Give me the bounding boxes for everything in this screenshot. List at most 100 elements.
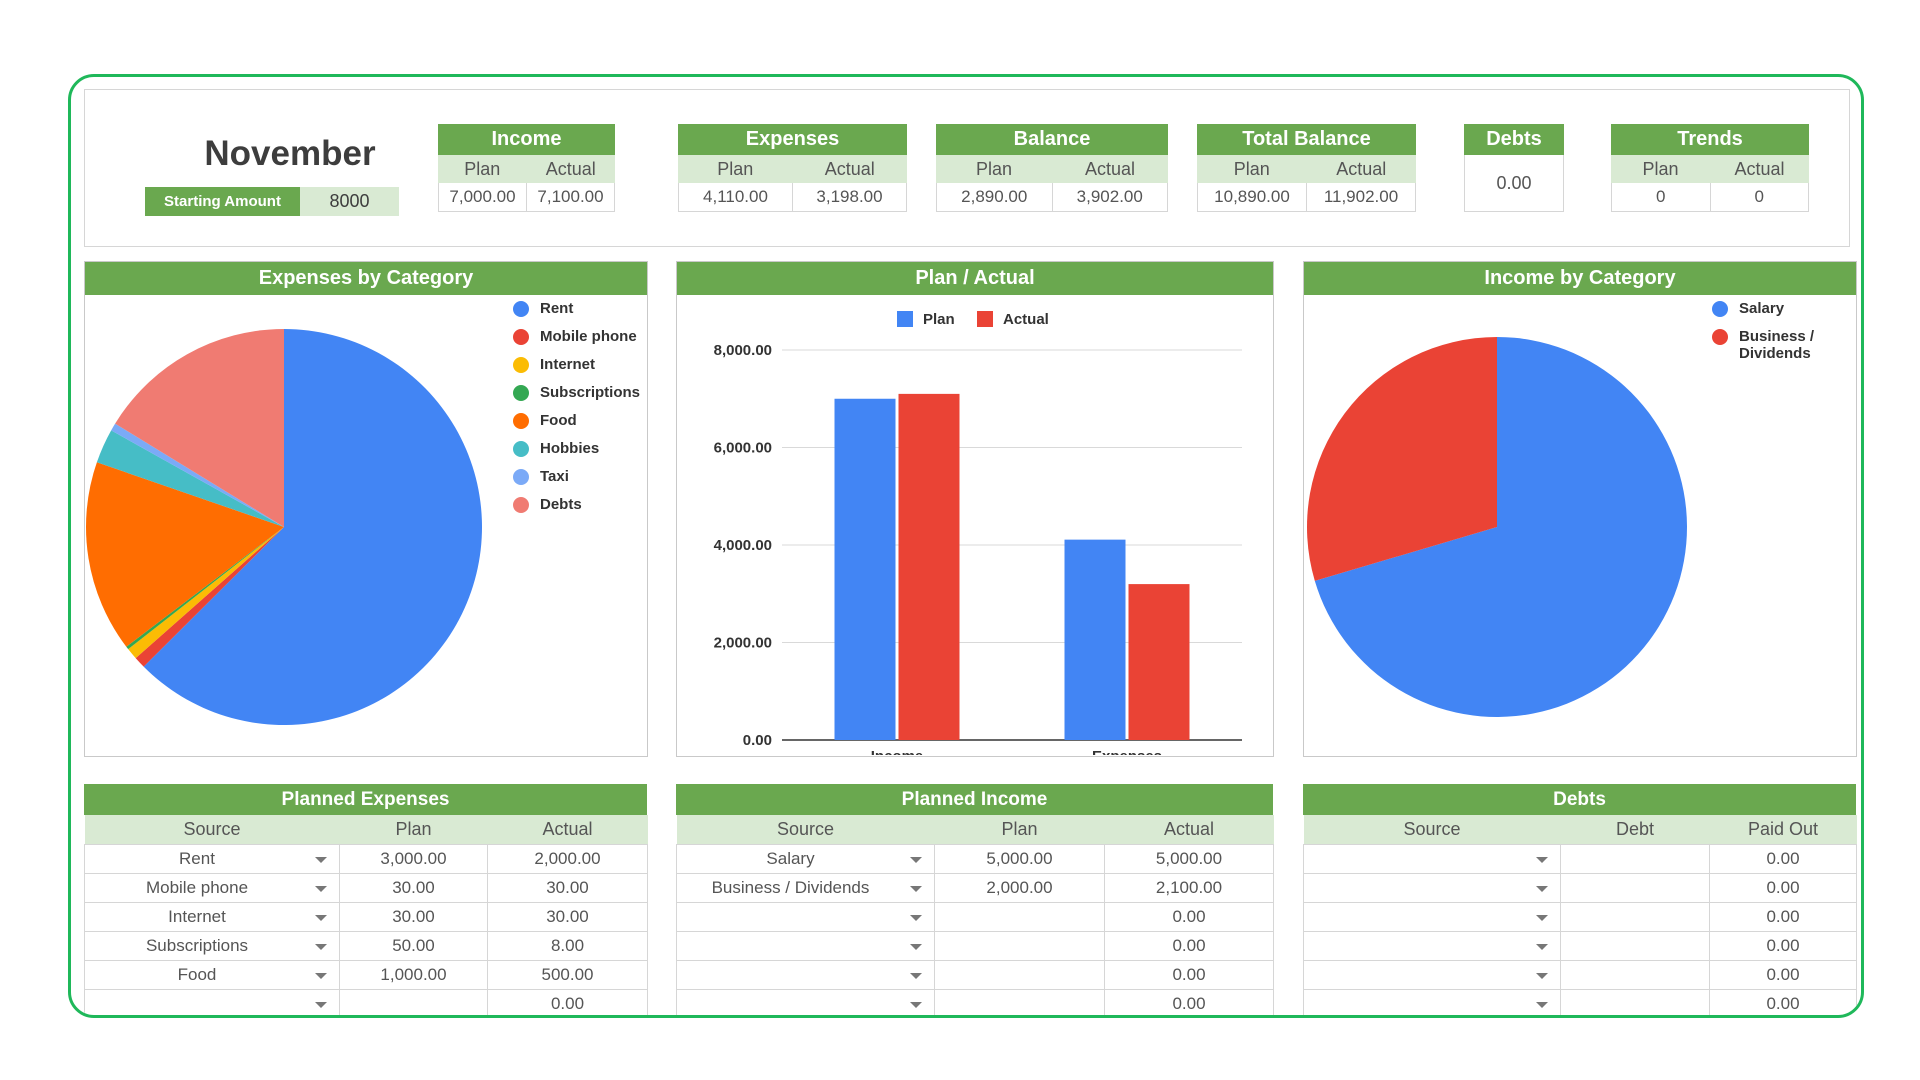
source-dropdown[interactable] [676,902,935,932]
actual-cell[interactable]: 0.00 [1709,902,1857,932]
chevron-down-icon[interactable] [1536,886,1548,892]
plan-cell[interactable] [339,989,488,1015]
source-dropdown[interactable] [1303,873,1561,903]
expenses-legend: Rent Mobile phone Internet Subscriptions Foo… [513,300,640,524]
total-balance-actual-label: Actual [1336,159,1387,179]
actual-cell[interactable]: 0.00 [1709,844,1857,874]
source-dropdown[interactable]: Salary [676,844,935,874]
legend-swatch [513,413,529,429]
plan-cell[interactable] [1560,989,1710,1015]
source-dropdown[interactable]: Food [84,960,340,990]
total-balance-actual-value[interactable]: 11,902.00 [1306,183,1415,211]
plan-cell[interactable]: 1,000.00 [339,960,488,990]
y-tick-label: 6,000.00 [714,440,772,457]
actual-cell[interactable]: 30.00 [487,902,648,932]
plan-cell[interactable] [934,960,1105,990]
chevron-down-icon[interactable] [910,973,922,979]
income-plan-value[interactable]: 7,000.00 [449,187,516,206]
legend-item: Taxi [513,468,640,485]
source-dropdown[interactable]: Subscriptions [84,931,340,961]
plan-cell[interactable]: 3,000.00 [339,844,488,874]
source-dropdown[interactable] [1303,960,1561,990]
chevron-down-icon[interactable] [910,857,922,863]
actual-cell[interactable]: 0.00 [1104,931,1274,961]
chevron-down-icon[interactable] [315,886,327,892]
actual-cell[interactable]: 2,000.00 [487,844,648,874]
plan-cell[interactable]: 5,000.00 [934,844,1105,874]
balance-actual-value[interactable]: 3,902.00 [1051,183,1168,211]
plan-cell[interactable] [1560,873,1710,903]
chevron-down-icon[interactable] [910,1002,922,1008]
trends-actual-value[interactable]: 0 [1709,183,1809,211]
source-dropdown[interactable]: Rent [84,844,340,874]
chevron-down-icon[interactable] [1536,1002,1548,1008]
source-dropdown[interactable]: Mobile phone [84,873,340,903]
expenses-actual-value[interactable]: 3,198.00 [792,183,906,211]
actual-cell[interactable]: 0.00 [1709,989,1857,1015]
legend-swatch [513,441,529,457]
source-dropdown[interactable] [676,960,935,990]
source-dropdown[interactable] [1303,844,1561,874]
chevron-down-icon[interactable] [1536,973,1548,979]
total-balance-plan-label: Plan [1233,159,1270,179]
table-row: Rent 3,000.00 2,000.00 [84,844,648,874]
source-dropdown[interactable]: Business / Dividends [676,873,935,903]
chevron-down-icon[interactable] [315,944,327,950]
plan-cell[interactable]: 2,000.00 [934,873,1105,903]
x-tick-label: Income [871,748,924,755]
actual-cell[interactable]: 0.00 [1709,960,1857,990]
legend-swatch [513,357,529,373]
chevron-down-icon[interactable] [910,944,922,950]
actual-cell[interactable]: 0.00 [1104,989,1274,1015]
actual-cell[interactable]: 8.00 [487,931,648,961]
table-row: 0.00 [1303,902,1857,932]
chevron-down-icon[interactable] [315,915,327,921]
actual-cell[interactable]: 2,100.00 [1104,873,1274,903]
source-dropdown[interactable] [676,989,935,1015]
chevron-down-icon[interactable] [910,886,922,892]
actual-cell[interactable]: 30.00 [487,873,648,903]
chevron-down-icon[interactable] [315,973,327,979]
chevron-down-icon[interactable] [1536,944,1548,950]
trends-plan-value[interactable]: 0 [1656,187,1666,206]
plan-cell[interactable] [1560,844,1710,874]
source-dropdown[interactable] [84,989,340,1015]
actual-cell[interactable]: 5,000.00 [1104,844,1274,874]
chevron-down-icon[interactable] [1536,915,1548,921]
actual-cell[interactable]: 0.00 [1709,931,1857,961]
starting-amount-value[interactable]: 8000 [300,187,399,216]
chevron-down-icon[interactable] [910,915,922,921]
chevron-down-icon[interactable] [315,1002,327,1008]
income-actual-value[interactable]: 7,100.00 [526,183,614,211]
source-dropdown[interactable] [676,931,935,961]
balance-summary: Balance Plan Actual 2,890.00 3,902.00 [936,124,1168,212]
table-row: 0.00 [676,989,1274,1015]
actual-cell[interactable]: 0.00 [1104,902,1274,932]
plan-cell[interactable] [934,931,1105,961]
plan-cell[interactable] [1560,931,1710,961]
source-dropdown[interactable] [1303,902,1561,932]
source-dropdown[interactable] [1303,989,1561,1015]
legend-label: Taxi [540,468,569,485]
plan-cell[interactable] [934,989,1105,1015]
actual-cell[interactable]: 0.00 [1104,960,1274,990]
chevron-down-icon[interactable] [1536,857,1548,863]
balance-plan-value[interactable]: 2,890.00 [961,187,1028,206]
plan-cell[interactable]: 50.00 [339,931,488,961]
total-balance-plan-value[interactable]: 10,890.00 [1214,187,1290,206]
plan-cell[interactable] [1560,902,1710,932]
plan-cell[interactable]: 30.00 [339,902,488,932]
chevron-down-icon[interactable] [315,857,327,863]
pie-slice-debts [115,329,284,527]
actual-cell[interactable]: 500.00 [487,960,648,990]
actual-cell[interactable]: 0.00 [1709,873,1857,903]
plan-cell[interactable] [934,902,1105,932]
plan-cell[interactable]: 30.00 [339,873,488,903]
pie-slice-food [85,462,284,647]
source-dropdown[interactable] [1303,931,1561,961]
debts-summary-value[interactable]: 0.00 [1464,155,1564,212]
actual-cell[interactable]: 0.00 [487,989,648,1015]
expenses-plan-value[interactable]: 4,110.00 [703,187,768,206]
source-dropdown[interactable]: Internet [84,902,340,932]
plan-cell[interactable] [1560,960,1710,990]
